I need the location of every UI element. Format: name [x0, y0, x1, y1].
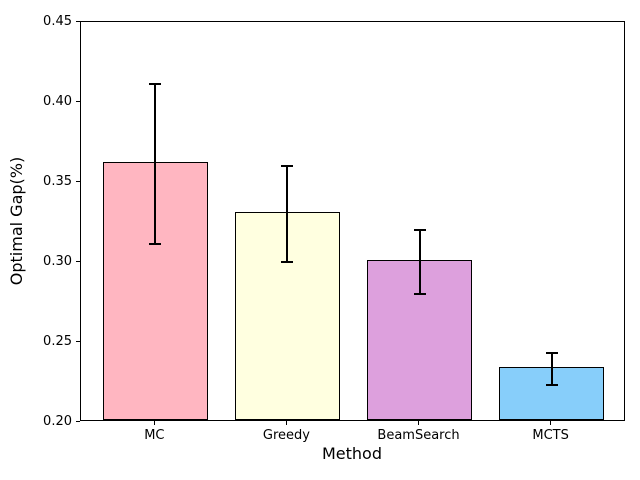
error-bar-cap	[149, 243, 162, 246]
y-tick-label: 0.20	[43, 413, 72, 429]
x-axis-tick	[285, 421, 287, 425]
y-axis-tick	[76, 100, 80, 102]
y-tick-label: 0.35	[43, 173, 72, 189]
y-axis-tick	[76, 340, 80, 342]
x-axis-tick	[153, 421, 155, 425]
y-tick-label: 0.30	[43, 253, 72, 269]
y-tick-label: 0.25	[43, 333, 72, 349]
x-axis-label: Method	[321, 444, 383, 463]
error-bar-cap	[281, 165, 294, 167]
y-axis-tick	[76, 20, 80, 22]
error-bar-line	[550, 353, 553, 386]
error-bar-cap	[413, 293, 426, 295]
error-bar-cap	[281, 261, 294, 263]
plot-area	[80, 21, 625, 421]
x-tick-label-mc: MC	[144, 428, 165, 443]
bar-mcts	[498, 367, 605, 420]
error-bar-line	[286, 166, 289, 262]
error-bar-line	[154, 84, 157, 245]
x-axis-tick	[550, 421, 552, 425]
error-bar-cap	[149, 83, 162, 86]
y-axis-tick	[76, 260, 80, 262]
y-tick-label: 0.45	[43, 13, 72, 29]
x-tick-label-greedy: Greedy	[262, 428, 310, 443]
x-tick-label-beamsearch: BeamSearch	[377, 428, 460, 443]
x-axis-tick	[418, 421, 420, 425]
y-axis-tick	[76, 180, 80, 182]
error-bar-cap	[545, 352, 558, 355]
error-bar-cap	[413, 229, 426, 231]
y-axis-tick	[76, 420, 80, 422]
x-tick-label-mcts: MCTS	[532, 428, 569, 443]
error-bar-cap	[545, 384, 558, 387]
error-bar-line	[418, 230, 421, 294]
y-tick-label: 0.40	[43, 93, 72, 109]
